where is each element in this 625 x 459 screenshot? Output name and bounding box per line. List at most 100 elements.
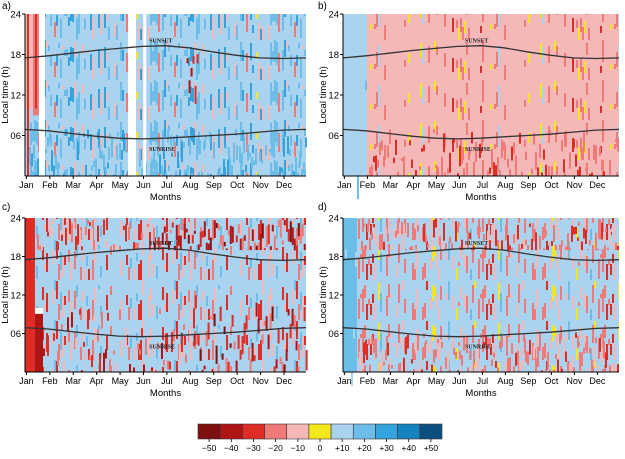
colorbar-label: −10 (291, 443, 306, 453)
x-tick-label: May (112, 180, 130, 190)
colorbar-swatch (197, 423, 221, 440)
sunrise-curve (342, 327, 620, 338)
y-tick-label: 24 (10, 214, 21, 225)
x-tick-label: May (428, 180, 446, 190)
colorbar-label: +10 (335, 443, 350, 453)
sunrise-label: SUNRISE (149, 147, 175, 153)
colorbar-label: −40 (224, 443, 239, 453)
x-tick-label: Nov (566, 376, 583, 386)
x-tick-label: Jun (452, 376, 467, 386)
x-tick-label: Mar (65, 180, 81, 190)
colorbar-label: −50 (202, 443, 217, 453)
y-axis-label: Local time (h) (0, 266, 11, 324)
colorbar-label: −20 (268, 443, 283, 453)
x-tick-label: Jan (19, 376, 34, 386)
x-tick-label: Aug (497, 376, 513, 386)
panel-tag: b) (318, 1, 327, 12)
panel-2: SUNSET SUNRISE 06 12 18 24 Jan Feb Mar Apr May Jun J… (318, 1, 620, 203)
colorbar-swatch (419, 423, 443, 440)
x-tick-label: Oct (230, 376, 245, 386)
x-axis-label: Months (465, 192, 496, 203)
x-tick-label: Nov (253, 180, 270, 190)
heatmap-overlays (343, 218, 619, 386)
x-tick-label: Mar (383, 180, 399, 190)
x-tick-label: Sep (520, 180, 536, 190)
colorbar-swatch (375, 423, 398, 440)
sunset-label: SUNSET (465, 39, 488, 45)
x-tick-label: Feb (360, 180, 376, 190)
x-tick-label: Jul (477, 180, 489, 190)
colorbar-swatch (352, 423, 376, 440)
x-tick-label: Jul (477, 376, 489, 386)
sunset-curve (342, 247, 620, 262)
x-tick-label: Feb (360, 376, 376, 386)
heatmap-overlays (25, 14, 307, 176)
heatmap-overlays (343, 14, 619, 200)
x-tick-label: Jun (452, 180, 467, 190)
x-tick-label: Jun (136, 180, 151, 190)
colorbar-label: +20 (357, 443, 372, 453)
x-tick-label: Nov (566, 180, 583, 190)
colorbar-swatch (219, 423, 243, 440)
x-tick-label: Feb (42, 180, 58, 190)
y-axis-label: Local time (h) (318, 266, 329, 324)
y-tick-label: 06 (10, 329, 21, 340)
sunrise-label: SUNRISE (149, 345, 175, 351)
x-tick-label: Nov (253, 376, 270, 386)
y-tick-label: 18 (328, 50, 339, 61)
x-tick-label: Aug (497, 180, 513, 190)
colorbar-label: +50 (424, 443, 439, 453)
colorbar-swatch (330, 423, 354, 440)
y-tick-label: 06 (328, 131, 339, 142)
sunrise-curve (342, 128, 620, 140)
heatmap-field (25, 14, 306, 176)
x-tick-label: Jun (136, 376, 151, 386)
sunset-curve (24, 45, 307, 60)
y-tick-label: 18 (10, 252, 21, 263)
colorbar-label: +30 (379, 443, 394, 453)
x-tick-label: Sep (206, 376, 222, 386)
sunrise-curve (24, 327, 307, 338)
x-tick-label: Aug (182, 376, 198, 386)
y-tick-label: 24 (328, 10, 339, 21)
x-tick-label: Jan (19, 180, 34, 190)
x-tick-label: Oct (544, 180, 559, 190)
y-tick-label: 24 (10, 10, 21, 21)
colorbar-swatch (397, 423, 421, 440)
x-tick-label: Jan (337, 180, 352, 190)
x-tick-label: Dec (276, 180, 293, 190)
sunset-curve (24, 247, 307, 262)
y-axis-label: Local time (h) (0, 66, 11, 124)
panel-tag: d) (318, 202, 327, 213)
y-tick-label: 24 (328, 214, 339, 225)
sunset-label: SUNSET (149, 241, 172, 247)
y-tick-label: 06 (10, 131, 21, 142)
panel-3: SUNSET SUNRISE 06 12 18 24 Jan Feb Mar Apr May Jun J… (0, 202, 308, 399)
x-tick-label: Apr (406, 376, 420, 386)
sunset-label: SUNSET (465, 241, 488, 247)
colorbar-label: 0 (318, 443, 323, 453)
x-tick-label: Jul (161, 180, 173, 190)
sunrise-label: SUNRISE (465, 345, 491, 351)
y-tick-label: 12 (328, 91, 339, 102)
x-tick-label: May (428, 376, 446, 386)
x-tick-label: Sep (520, 376, 536, 386)
panel-tag: a) (2, 1, 11, 12)
colorbar-swatch (242, 423, 265, 440)
y-tick-label: 18 (10, 50, 21, 61)
colorbar: −50 −40 −30 −20 −10 0 +10 +20 +30 +40 +50 (197, 423, 443, 453)
colorbar-swatch (264, 423, 288, 440)
x-tick-label: Apr (90, 376, 104, 386)
colorbar-swatch (308, 423, 332, 440)
x-tick-label: Dec (276, 376, 293, 386)
sunset-label: SUNSET (149, 39, 172, 45)
x-axis-label: Months (150, 192, 181, 203)
x-tick-label: Jul (161, 376, 173, 386)
colorbar-swatch (286, 423, 310, 440)
y-axis-label: Local time (h) (318, 66, 329, 124)
x-tick-label: Feb (42, 376, 58, 386)
x-tick-label: Oct (544, 376, 559, 386)
heatmap-overlays (25, 218, 308, 372)
x-tick-label: Mar (65, 376, 81, 386)
